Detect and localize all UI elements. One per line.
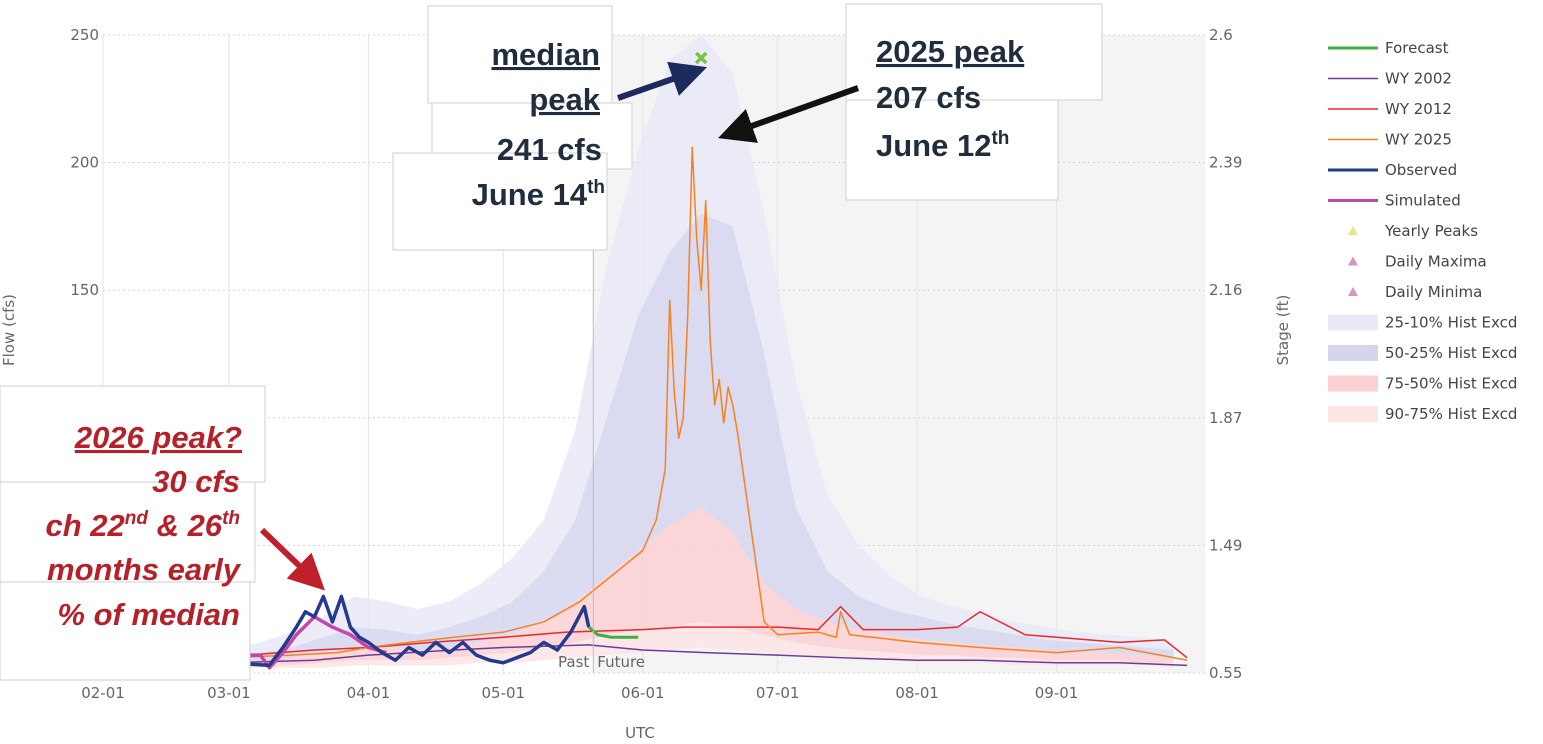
legend-swatch bbox=[1328, 375, 1378, 392]
annotation-text: 241 cfs bbox=[497, 132, 602, 167]
band-area bbox=[103, 35, 1174, 663]
annotation-box bbox=[392, 152, 608, 251]
annotation-text: June 14th bbox=[472, 177, 605, 212]
annotation-text: ch 22 bbox=[45, 508, 124, 543]
annotation-sup: th bbox=[222, 508, 240, 529]
annotation-sup: th bbox=[991, 128, 1009, 149]
legend-swatch bbox=[1328, 406, 1378, 422]
annotation-sup: th bbox=[587, 177, 605, 198]
series-line bbox=[103, 644, 1188, 667]
legend-label: 25-10% Hist Excd bbox=[1385, 314, 1517, 332]
annotation-2026: 2026 peak? 30 cfs ch 22nd & 26th months … bbox=[0, 385, 325, 681]
annotation-box bbox=[845, 3, 1103, 101]
x-tick-label: 09-01 bbox=[1035, 684, 1079, 702]
annotation-box bbox=[0, 385, 266, 483]
legend-label: 90-75% Hist Excd bbox=[1385, 405, 1517, 423]
y2-tick-label: 2.16 bbox=[1209, 281, 1242, 299]
series-line bbox=[103, 146, 1188, 661]
legend-label: WY 2002 bbox=[1385, 70, 1452, 88]
legend-label: WY 2025 bbox=[1385, 131, 1452, 149]
x-tick-label: 04-01 bbox=[347, 684, 391, 702]
annotation-median: median peak 241 cfs June 14th bbox=[392, 5, 708, 251]
legend-label: Daily Maxima bbox=[1385, 253, 1487, 271]
annotation-box bbox=[0, 581, 251, 681]
x-tick-label: 07-01 bbox=[756, 684, 800, 702]
x-tick-label: 05-01 bbox=[482, 684, 526, 702]
past-label: Past bbox=[558, 653, 589, 671]
annotation-box bbox=[0, 481, 256, 583]
annotation-text: ch 22nd & 26th bbox=[45, 508, 240, 543]
y2-axis-title: Stage (ft) bbox=[1274, 295, 1292, 366]
y-tick-label: 200 bbox=[70, 154, 99, 172]
y-axis-title: Flow (cfs) bbox=[0, 294, 18, 366]
legend-label: Simulated bbox=[1385, 192, 1461, 210]
y2-tick-label: 0.55 bbox=[1209, 664, 1242, 682]
y2-tick-label: 1.87 bbox=[1209, 409, 1242, 427]
y-tick-label: 250 bbox=[70, 26, 99, 44]
legend-swatch bbox=[1348, 287, 1358, 296]
future-label: Future bbox=[597, 653, 645, 671]
legend-label: Yearly Peaks bbox=[1384, 222, 1478, 240]
annotation-text: June 14 bbox=[472, 177, 588, 212]
y2-tick-label: 2.6 bbox=[1209, 26, 1233, 44]
x-tick-label: 06-01 bbox=[621, 684, 665, 702]
series-line bbox=[103, 605, 1188, 659]
annotation-text: months early bbox=[47, 552, 242, 587]
x-axis-title: UTC bbox=[625, 724, 655, 742]
annotation-2025: 2025 peak 207 cfs June 12th bbox=[718, 3, 1103, 201]
y-tick-label: 150 bbox=[70, 281, 99, 299]
legend-swatch bbox=[1348, 256, 1358, 266]
arrow bbox=[617, 61, 708, 101]
annotation-text: 2025 peak bbox=[876, 34, 1025, 69]
legend-label: Observed bbox=[1385, 161, 1457, 179]
arrow bbox=[259, 527, 325, 591]
legend-label: Forecast bbox=[1385, 39, 1449, 57]
arrow bbox=[718, 85, 860, 143]
band-area bbox=[103, 507, 1174, 668]
annotation-text: 30 cfs bbox=[152, 464, 240, 499]
series-line bbox=[103, 594, 591, 668]
annotation-text: & 26 bbox=[148, 508, 223, 543]
band-area bbox=[103, 213, 1174, 666]
legend-label: 75-50% Hist Excd bbox=[1385, 375, 1517, 393]
legend-label: WY 2012 bbox=[1385, 100, 1452, 118]
y2-tick-label: 2.39 bbox=[1209, 154, 1242, 172]
legend: Forecast WY 2002 WY 2012 WY 2025 Observed Sim… bbox=[1328, 39, 1517, 423]
legend-swatch bbox=[1328, 345, 1378, 361]
band-area bbox=[103, 621, 1174, 671]
x-tick-label: 02-01 bbox=[81, 684, 125, 702]
annotation-text: June 12 bbox=[876, 128, 991, 163]
annotation-box bbox=[845, 99, 1059, 201]
annotation-text: 2026 peak? bbox=[74, 420, 242, 455]
legend-swatch bbox=[1348, 226, 1358, 235]
annotation-box bbox=[427, 5, 613, 104]
annotation-text: 207 cfs bbox=[876, 80, 981, 115]
y2-tick-label: 1.49 bbox=[1209, 536, 1242, 554]
median-peak-marker bbox=[694, 51, 708, 65]
annotation-sup: nd bbox=[125, 508, 149, 529]
annotation-text: June 12th bbox=[876, 128, 1009, 163]
annotation-text: peak bbox=[529, 82, 600, 117]
annotation-text: % of median bbox=[57, 597, 240, 632]
x-tick-label: 08-01 bbox=[895, 684, 939, 702]
legend-label: 50-25% Hist Excd bbox=[1385, 344, 1517, 362]
annotation-text: median bbox=[491, 37, 600, 72]
x-tick-label: 03-01 bbox=[207, 684, 251, 702]
legend-label: Daily Minima bbox=[1385, 283, 1482, 301]
legend-swatch bbox=[1328, 314, 1378, 331]
